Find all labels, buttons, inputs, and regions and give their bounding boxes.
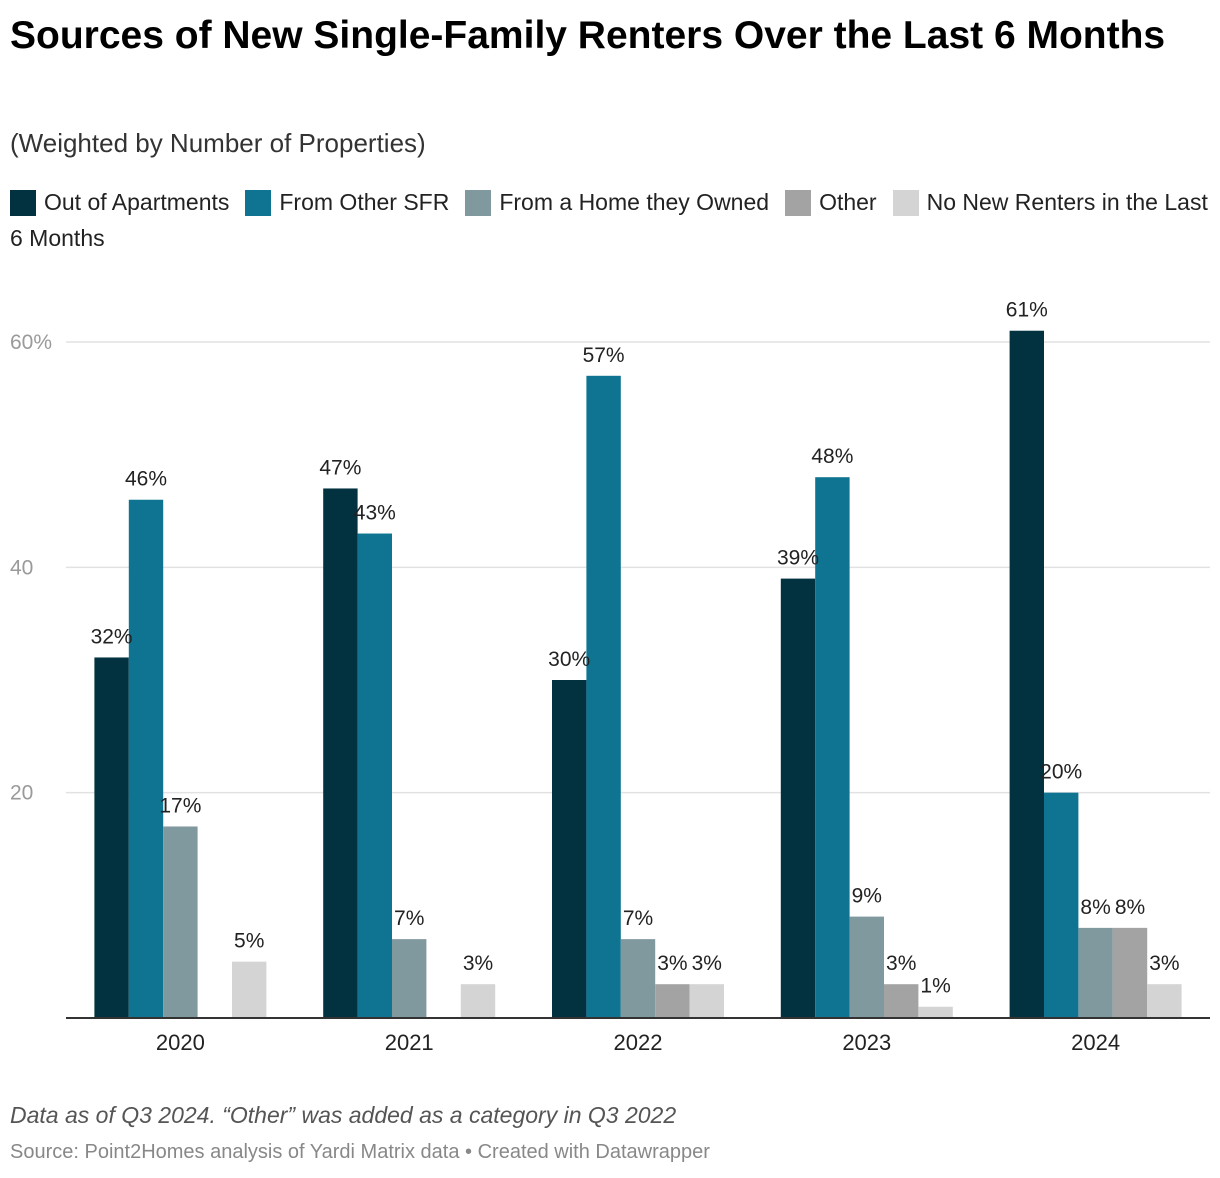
- value-label-from-other-sfr-2023: 48%: [811, 445, 853, 468]
- value-label-from-a-home-they-owned-2024: 8%: [1080, 896, 1110, 919]
- bar-no-new-renters-in-the-last-6-months-2022: [689, 984, 724, 1018]
- value-label-no-new-renters-in-the-last-6-months-2024: 3%: [1149, 952, 1179, 975]
- x-tick-label-2023: 2023: [842, 1030, 891, 1055]
- y-tick-label: 20: [10, 782, 33, 805]
- bar-no-new-renters-in-the-last-6-months-2020: [232, 961, 267, 1018]
- bar-from-a-home-they-owned-2023: [849, 916, 884, 1018]
- value-label-no-new-renters-in-the-last-6-months-2021: 3%: [463, 952, 493, 975]
- value-labels: 32%46%17%5%47%43%7%3%30%57%7%3% 3%39%48%9…: [91, 299, 1180, 998]
- value-label-from-other-sfr-2021: 43%: [354, 502, 396, 525]
- bar-out-of-apartments-2023: [780, 578, 816, 1018]
- bar-from-other-sfr-2021: [357, 533, 392, 1018]
- value-label-from-other-sfr-2020: 46%: [125, 468, 167, 491]
- x-axis: 2020 2021 2022 2023 2024: [66, 1017, 1210, 1055]
- legend-label: Other: [819, 189, 877, 215]
- chart-subtitle: (Weighted by Number of Properties): [10, 128, 426, 158]
- value-label-out-of-apartments-2022: 30%: [548, 648, 590, 671]
- legend-label: From Other SFR: [279, 189, 450, 215]
- bar-no-new-renters-in-the-last-6-months-2023: [918, 1006, 953, 1018]
- value-label-no-new-renters-in-the-last-6-months-2023: 1%: [920, 975, 950, 998]
- bar-out-of-apartments-2024: [1009, 330, 1044, 1018]
- legend-item-other: Other: [785, 189, 877, 216]
- value-label-out-of-apartments-2023: 39%: [777, 547, 819, 570]
- value-label-from-a-home-they-owned-2020: 17%: [159, 794, 201, 817]
- chart-source: Source: Point2Homes analysis of Yardi Ma…: [10, 1141, 710, 1163]
- legend-label: Out of Apartments: [44, 189, 230, 215]
- bar-out-of-apartments-2021: [323, 488, 358, 1018]
- x-tick-label-2020: 2020: [156, 1030, 205, 1055]
- value-label-other-2023: 3%: [886, 952, 916, 975]
- bar-out-of-apartments-2020: [94, 657, 129, 1018]
- value-label-from-a-home-they-owned-2021: 7%: [394, 907, 424, 930]
- bar-other-2024: [1112, 927, 1148, 1018]
- legend-swatch: [10, 190, 36, 216]
- legend-item-no-new-renters-in-the-last-6-months: No New Renters in the Last 6 Months: [10, 189, 1208, 251]
- chart-title: Sources of New Single-Family Renters Ove…: [10, 14, 1166, 57]
- x-tick-label-2022: 2022: [614, 1030, 663, 1055]
- bar-from-other-sfr-2024: [1044, 792, 1079, 1018]
- y-tick-label: 40: [10, 556, 33, 579]
- legend-label: From a Home they Owned: [499, 189, 770, 215]
- bar-other-2023: [884, 984, 919, 1018]
- bars: [94, 330, 1182, 1018]
- legend-swatch: [465, 190, 492, 216]
- value-label-out-of-apartments-2021: 47%: [319, 456, 361, 479]
- value-label-other-2024: 8%: [1115, 896, 1145, 919]
- chart-legend: Out of Apartments From Other SFR From a Ho…: [10, 184, 1210, 256]
- legend-swatch: [892, 190, 919, 216]
- legend-label: No New Renters in the Last 6 Months: [10, 189, 1208, 251]
- legend-swatch: [245, 190, 272, 216]
- legend-item-out-of-apartments: Out of Apartments: [10, 189, 230, 216]
- bar-from-other-sfr-2020: [128, 499, 164, 1018]
- y-tick-label: 60%: [10, 331, 52, 354]
- bar-from-a-home-they-owned-2021: [392, 939, 427, 1018]
- value-label-from-a-home-they-owned-2022: 7%: [623, 907, 653, 930]
- bar-no-new-renters-in-the-last-6-months-2024: [1147, 984, 1182, 1018]
- bar-from-a-home-they-owned-2020: [163, 826, 198, 1018]
- value-label-other-2022: 3%: [657, 952, 687, 975]
- legend-item-from-other-sfr: From Other SFR: [245, 189, 450, 216]
- legend-item-from-a-home-they-owned: From a Home they Owned: [465, 189, 770, 216]
- bar-from-other-sfr-2022: [586, 375, 621, 1018]
- value-label-from-a-home-they-owned-2023: 9%: [852, 885, 882, 908]
- bar-out-of-apartments-2022: [552, 680, 587, 1018]
- value-label-out-of-apartments-2020: 32%: [91, 625, 133, 648]
- value-label-from-other-sfr-2022: 57%: [583, 344, 625, 367]
- value-label-out-of-apartments-2024: 61%: [1006, 299, 1048, 322]
- bar-no-new-renters-in-the-last-6-months-2021: [460, 984, 496, 1018]
- bar-other-2022: [655, 984, 690, 1018]
- value-label-from-other-sfr-2024: 20%: [1040, 761, 1082, 784]
- x-tick-label-2024: 2024: [1071, 1030, 1120, 1055]
- bar-from-other-sfr-2023: [815, 477, 850, 1018]
- bar-from-a-home-they-owned-2024: [1078, 927, 1113, 1018]
- chart-note: Data as of Q3 2024. “Other” was added as…: [10, 1102, 677, 1128]
- bar-from-a-home-they-owned-2022: [620, 939, 656, 1018]
- value-label-no-new-renters-in-the-last-6-months-2022: 3%: [692, 952, 722, 975]
- value-label-no-new-renters-in-the-last-6-months-2020: 5%: [234, 930, 264, 953]
- legend-swatch: [785, 190, 812, 216]
- x-tick-label-2021: 2021: [385, 1030, 434, 1055]
